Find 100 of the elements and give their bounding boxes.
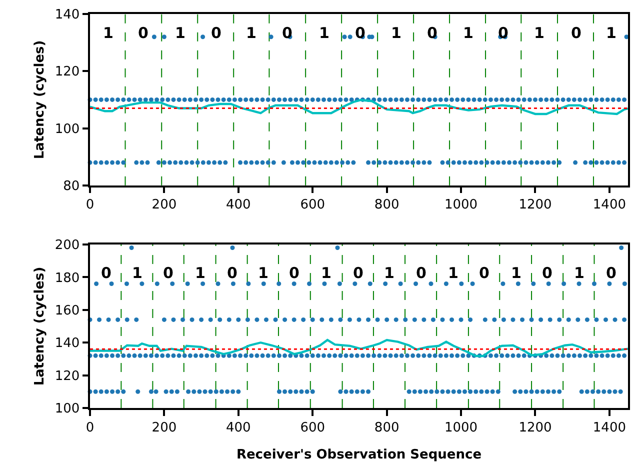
point — [482, 317, 488, 322]
point — [450, 317, 454, 322]
annotation: 0 — [416, 264, 426, 282]
y-tick-label: 140 — [54, 336, 80, 352]
point — [338, 317, 343, 322]
annotation: 1 — [574, 264, 584, 282]
annotation: 0 — [542, 264, 552, 282]
point — [492, 317, 497, 322]
x-tick-label: 0 — [86, 420, 94, 436]
x-tick-label: 600 — [300, 198, 326, 213]
annotation: 0 — [289, 264, 300, 282]
point — [218, 317, 222, 322]
point — [273, 317, 278, 322]
x-tick-label: 0 — [86, 198, 94, 213]
point — [607, 281, 612, 286]
y-tick-label: 120 — [54, 368, 80, 384]
x-tick-label: 800 — [374, 420, 400, 436]
point — [170, 281, 175, 286]
point — [468, 317, 473, 322]
point — [200, 281, 206, 286]
annotation: 0 — [427, 24, 438, 42]
annotation: 1 — [384, 264, 394, 282]
point — [458, 317, 464, 322]
y-tick-label: 100 — [54, 402, 80, 417]
point — [124, 317, 130, 322]
point — [310, 317, 315, 322]
point — [124, 281, 129, 286]
point — [594, 317, 599, 322]
annotation: 0 — [163, 264, 174, 282]
x-tick-label: 1400 — [592, 198, 626, 213]
point — [394, 317, 398, 322]
point — [368, 281, 372, 286]
point — [337, 281, 342, 286]
point — [428, 281, 434, 286]
point — [245, 317, 250, 322]
x-axis-title: Receiver's Observation Sequence — [236, 447, 482, 462]
point — [375, 317, 380, 322]
point — [230, 281, 236, 286]
point — [320, 317, 324, 322]
point — [199, 317, 204, 322]
point — [282, 317, 288, 322]
annotation: 1 — [195, 264, 206, 282]
point — [129, 246, 134, 250]
point — [261, 281, 266, 286]
x-tick-label: 600 — [300, 420, 326, 436]
annotation: 1 — [132, 264, 142, 282]
point — [162, 317, 166, 322]
point — [459, 281, 464, 286]
point — [430, 317, 436, 322]
annotation: 1 — [534, 24, 544, 42]
point — [208, 317, 213, 322]
annotation: 1 — [103, 24, 114, 42]
point — [230, 246, 235, 250]
point — [94, 281, 99, 286]
point — [576, 281, 582, 286]
annotation: 1 — [321, 264, 332, 282]
point — [236, 317, 241, 322]
point — [383, 281, 388, 286]
point — [510, 317, 516, 322]
annotation: 1 — [606, 24, 616, 42]
point — [134, 317, 139, 322]
point — [520, 317, 525, 322]
point — [335, 246, 340, 250]
annotation: 0 — [355, 24, 366, 42]
point — [276, 281, 282, 286]
y-tick-label: 160 — [54, 303, 80, 318]
point — [254, 317, 260, 322]
x-tick-label: 1400 — [592, 420, 626, 436]
y-tick-label: 120 — [54, 64, 80, 80]
point — [384, 317, 390, 322]
y-tick-label: 140 — [54, 8, 80, 23]
point — [576, 317, 580, 322]
point — [501, 317, 506, 322]
point — [185, 281, 190, 286]
point — [307, 281, 312, 286]
point — [592, 281, 596, 286]
y-tick-label: 100 — [54, 122, 80, 137]
point — [109, 281, 114, 286]
y-axis-title: Latency (cycles) — [32, 40, 48, 160]
point — [562, 281, 566, 286]
point — [403, 317, 408, 322]
point — [566, 317, 571, 322]
point — [612, 317, 618, 322]
point — [516, 281, 520, 286]
point — [171, 317, 176, 322]
point — [440, 317, 445, 322]
point — [603, 317, 608, 322]
point — [546, 281, 551, 286]
point — [470, 281, 475, 286]
point — [264, 317, 268, 322]
annotation: 0 — [353, 264, 364, 282]
annotation: 1 — [319, 24, 330, 42]
x-tick-label: 400 — [226, 420, 251, 436]
line-series — [90, 98, 628, 116]
point — [216, 281, 220, 286]
point — [548, 317, 552, 322]
y-tick-label: 180 — [54, 270, 80, 286]
point — [557, 317, 562, 322]
annotation: 1 — [175, 24, 186, 42]
point — [301, 317, 306, 322]
